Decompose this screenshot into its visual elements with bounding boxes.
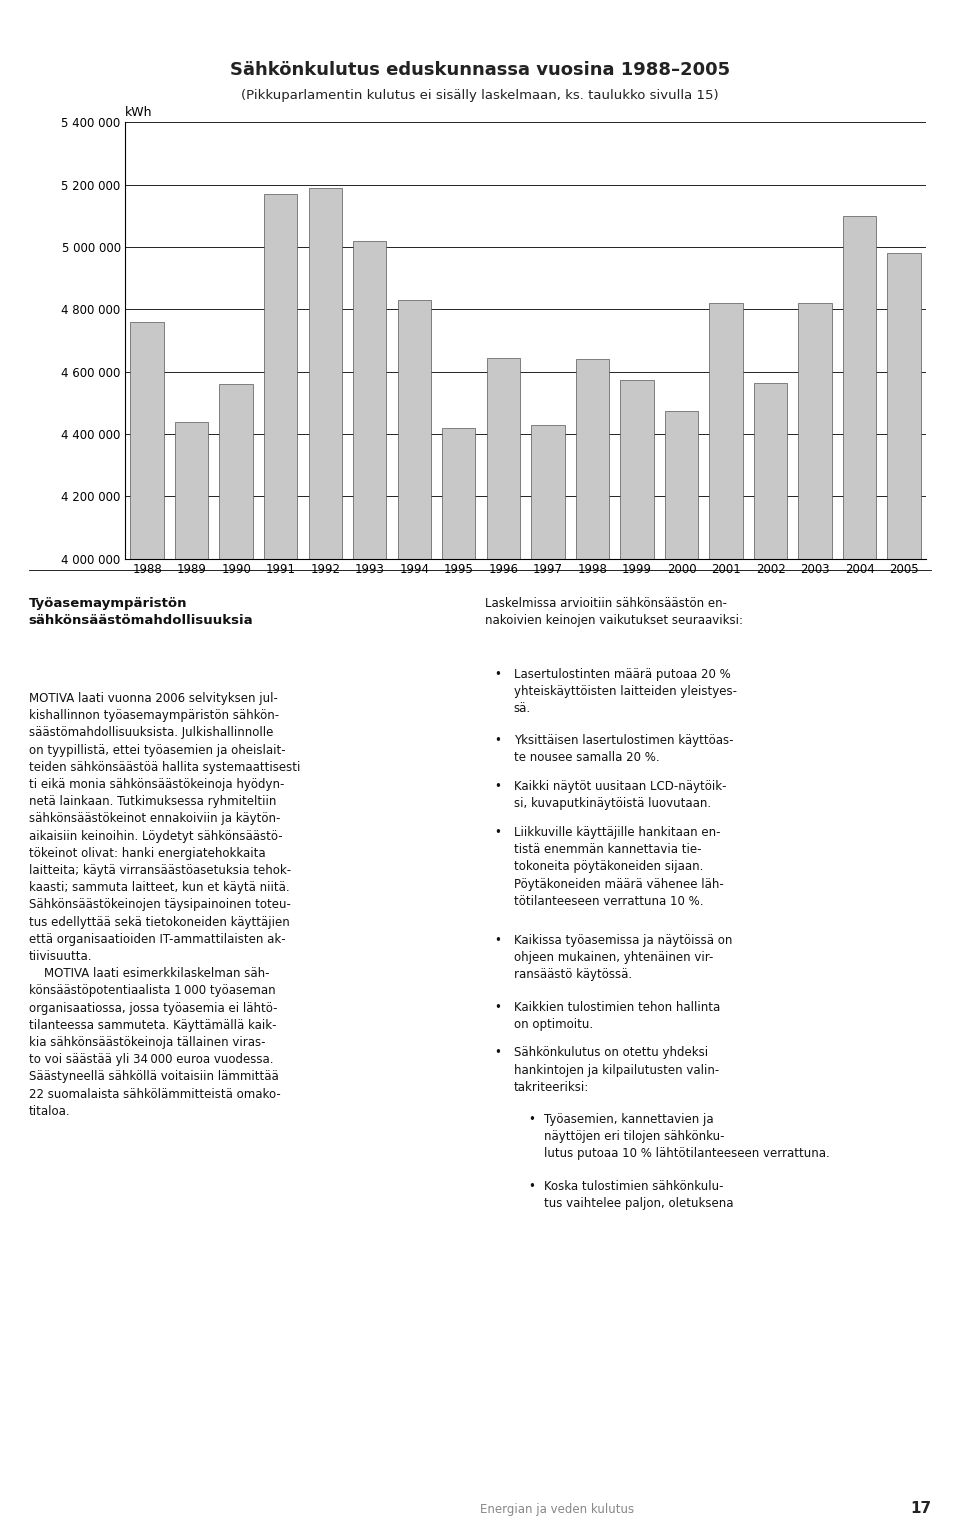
Bar bbox=[131, 322, 164, 1531]
Text: Energian ja veden kulutus: Energian ja veden kulutus bbox=[480, 1503, 635, 1516]
Bar bbox=[709, 303, 743, 1531]
Text: Kaikkien tulostimien tehon hallinta
on optimoitu.: Kaikkien tulostimien tehon hallinta on o… bbox=[514, 1001, 720, 1030]
Bar bbox=[220, 384, 252, 1531]
Text: MOTIVA laati vuonna 2006 selvityksen jul-
kishallinnon työasemaympäristön sähkön: MOTIVA laati vuonna 2006 selvityksen jul… bbox=[29, 692, 300, 1118]
Text: Laskelmissa arvioitiin sähkönsäästön en-
nakoivien keinojen vaikutukset seuraavi: Laskelmissa arvioitiin sähkönsäästön en-… bbox=[485, 597, 743, 628]
Bar bbox=[843, 216, 876, 1531]
Text: •: • bbox=[494, 668, 501, 680]
Bar bbox=[664, 410, 698, 1531]
Bar bbox=[531, 424, 564, 1531]
Bar bbox=[487, 358, 520, 1531]
Text: Liikkuville käyttäjille hankitaan en-
tistä enemmän kannettavia tie-
tokoneita p: Liikkuville käyttäjille hankitaan en- ti… bbox=[514, 827, 723, 908]
Text: Työasemaympäristön
sähkönsäästömahdollisuuksia: Työasemaympäristön sähkönsäästömahdollis… bbox=[29, 597, 253, 626]
Text: •: • bbox=[494, 781, 501, 793]
Text: Lasertulostinten määrä putoaa 20 %
yhteiskäyttöisten laitteiden yleistyes-
sä.: Lasertulostinten määrä putoaa 20 % yhtei… bbox=[514, 668, 736, 715]
Bar bbox=[576, 360, 609, 1531]
Bar bbox=[397, 300, 431, 1531]
Text: •: • bbox=[528, 1180, 535, 1193]
Text: •: • bbox=[494, 1047, 501, 1059]
Text: •: • bbox=[494, 1001, 501, 1014]
Bar bbox=[754, 383, 787, 1531]
Text: •: • bbox=[528, 1113, 535, 1125]
Text: 17: 17 bbox=[910, 1500, 931, 1516]
Bar bbox=[799, 303, 831, 1531]
Bar bbox=[887, 254, 921, 1531]
Bar bbox=[620, 380, 654, 1531]
Bar bbox=[264, 194, 298, 1531]
Text: Sähkönkulutus eduskunnassa vuosina 1988–2005: Sähkönkulutus eduskunnassa vuosina 1988–… bbox=[230, 61, 730, 80]
Text: •: • bbox=[494, 934, 501, 946]
Text: Työasemien, kannettavien ja
näyttöjen eri tilojen sähkönku-
lutus putoaa 10 % lä: Työasemien, kannettavien ja näyttöjen er… bbox=[544, 1113, 830, 1160]
Text: Kaikki näytöt uusitaan LCD-näytöik-
si, kuvaputkinäytöistä luovutaan.: Kaikki näytöt uusitaan LCD-näytöik- si, … bbox=[514, 781, 726, 810]
Text: Yksittäisen lasertulostimen käyttöas-
te nousee samalla 20 %.: Yksittäisen lasertulostimen käyttöas- te… bbox=[514, 735, 733, 764]
Bar bbox=[353, 240, 387, 1531]
Text: Koska tulostimien sähkönkulu-
tus vaihtelee paljon, oletuksena: Koska tulostimien sähkönkulu- tus vaihte… bbox=[544, 1180, 733, 1209]
Text: (Pikkuparlamentin kulutus ei sisälly laskelmaan, ks. taulukko sivulla 15): (Pikkuparlamentin kulutus ei sisälly las… bbox=[241, 89, 719, 101]
Bar bbox=[308, 188, 342, 1531]
Text: Kaikissa työasemissa ja näytöissä on
ohjeen mukainen, yhtenäinen vir-
ransäästö : Kaikissa työasemissa ja näytöissä on ohj… bbox=[514, 934, 732, 981]
Text: •: • bbox=[494, 827, 501, 839]
Text: kWh: kWh bbox=[125, 106, 153, 119]
Text: Sähkönkulutus on otettu yhdeksi
hankintojen ja kilpailutusten valin-
takriteerik: Sähkönkulutus on otettu yhdeksi hankinto… bbox=[514, 1047, 719, 1093]
Bar bbox=[443, 427, 475, 1531]
Bar bbox=[175, 421, 208, 1531]
Text: •: • bbox=[494, 735, 501, 747]
